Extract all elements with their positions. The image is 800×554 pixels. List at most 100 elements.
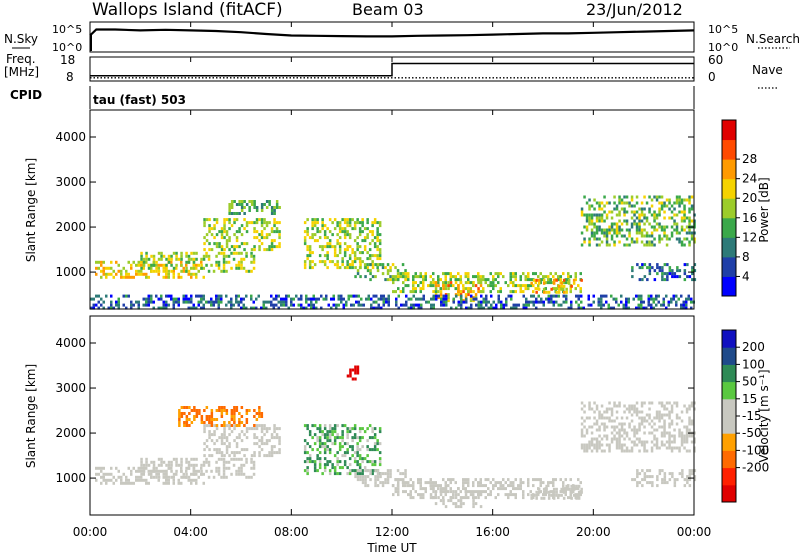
- heat-cell: [273, 212, 276, 215]
- heat-cell: [260, 427, 264, 431]
- heat-cell: [356, 368, 360, 372]
- heat-cell: [237, 251, 241, 255]
- heat-cell: [663, 272, 667, 276]
- heat-cell: [100, 475, 103, 479]
- heat-cell: [278, 206, 281, 209]
- nsky-series-line: [89, 28, 695, 38]
- heat-cell: [693, 446, 696, 450]
- heat-cell: [364, 484, 367, 488]
- heat-cell: [537, 478, 540, 482]
- heat-cell: [580, 422, 584, 426]
- heat-cell: [534, 287, 537, 291]
- heat-cell: [397, 294, 400, 298]
- heat-cell: [170, 297, 173, 301]
- heat-cell: [444, 275, 447, 279]
- heat-cell: [487, 300, 490, 304]
- heat-cell: [333, 439, 337, 443]
- heat-cell: [432, 306, 435, 310]
- heat-cell: [412, 294, 415, 298]
- heat-cell: [655, 413, 659, 417]
- heat-cell: [120, 275, 123, 279]
- heat-cell: [263, 236, 266, 240]
- y-tick-label: 3000: [55, 175, 86, 189]
- heat-cell: [306, 469, 309, 473]
- heat-cell: [397, 478, 400, 482]
- heat-cell: [268, 427, 271, 431]
- heat-cell: [655, 213, 659, 217]
- heat-cell: [665, 294, 668, 298]
- heat-cell: [442, 478, 445, 482]
- heat-cell: [673, 484, 677, 488]
- heat-cell: [640, 440, 644, 444]
- heat-cell: [685, 428, 689, 432]
- heat-cell: [237, 469, 241, 473]
- heat-cell: [205, 239, 209, 243]
- heat-cell: [640, 231, 644, 235]
- heat-cell: [590, 449, 594, 453]
- heat-cell: [132, 260, 135, 264]
- heat-cell: [306, 230, 309, 234]
- heat-cell: [593, 207, 596, 211]
- heat-cell: [680, 201, 684, 205]
- heat-cell: [202, 266, 205, 270]
- heat-cell: [248, 206, 251, 209]
- heat-cell: [454, 287, 457, 291]
- heat-cell: [348, 427, 352, 431]
- heat-cell: [197, 469, 200, 473]
- heat-cell: [222, 469, 226, 473]
- heat-cell: [457, 293, 460, 297]
- heat-cell: [424, 275, 427, 279]
- heat-cell: [497, 493, 500, 497]
- heat-cell: [625, 446, 629, 450]
- heat-cell: [570, 496, 573, 500]
- heat-cell: [685, 449, 689, 453]
- heat-cell: [167, 254, 171, 258]
- heat-cell: [549, 272, 552, 276]
- heat-cell: [248, 200, 251, 203]
- heat-cell: [668, 269, 672, 273]
- heat-cell: [419, 484, 422, 488]
- heat-cell: [512, 493, 515, 497]
- velocity-colorbar-tick-label: -200: [742, 461, 769, 475]
- heat-cell: [598, 434, 601, 438]
- heat-cell: [105, 481, 108, 485]
- heat-cell: [494, 484, 497, 488]
- heat-cell: [100, 275, 103, 279]
- heat-cell: [255, 442, 259, 446]
- heat-cell: [323, 233, 327, 237]
- heat-cell: [603, 410, 606, 414]
- heat-cell: [250, 460, 253, 464]
- heat-cell: [635, 443, 639, 447]
- heat-cell: [678, 472, 682, 476]
- heat-cell: [648, 475, 652, 479]
- heat-cell: [455, 294, 458, 298]
- y-tick-label: 2000: [55, 220, 86, 234]
- heat-cell: [258, 406, 261, 409]
- heat-cell: [514, 272, 517, 276]
- heat-cell: [317, 297, 320, 301]
- heat-cell: [258, 239, 261, 243]
- heat-cell: [338, 221, 342, 225]
- heat-cell: [494, 284, 497, 288]
- heat-cell: [439, 290, 443, 294]
- heat-cell: [378, 239, 382, 243]
- heat-cell: [464, 481, 467, 485]
- heat-cell: [203, 236, 206, 240]
- heat-cell: [361, 224, 364, 228]
- heat-cell: [275, 433, 279, 437]
- heat-cell: [678, 269, 682, 273]
- heat-cell: [668, 443, 671, 447]
- heat-cell: [537, 493, 540, 497]
- heat-cell: [342, 306, 345, 310]
- heat-cell: [333, 427, 337, 431]
- heat-cell: [205, 469, 208, 473]
- heat-cell: [376, 236, 379, 240]
- heat-cell: [603, 231, 606, 235]
- heat-cell: [660, 440, 664, 444]
- heat-cell: [358, 233, 362, 237]
- heat-cell: [192, 466, 196, 470]
- heat-cell: [137, 272, 140, 276]
- heat-cell: [366, 448, 369, 452]
- heat-cell: [494, 272, 497, 276]
- heat-cell: [185, 418, 189, 421]
